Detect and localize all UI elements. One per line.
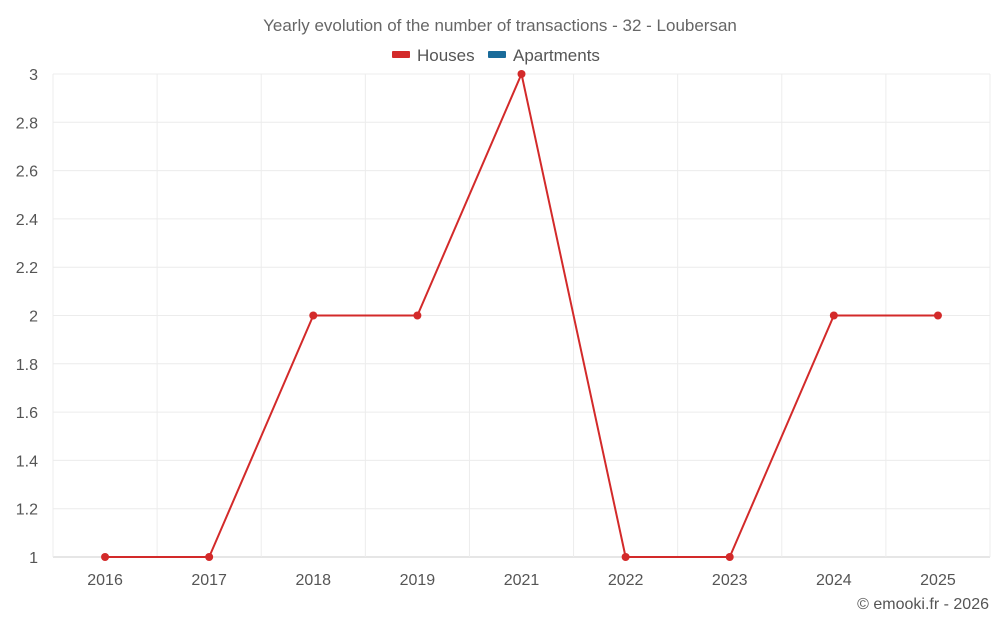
data-point-houses-2016[interactable] [101, 553, 110, 561]
y-tick-label: 2 [29, 309, 38, 326]
y-tick-label: 1.2 [16, 502, 38, 519]
y-tick-label: 2.8 [16, 115, 38, 132]
series-houses [101, 70, 942, 561]
data-point-houses-2018[interactable] [309, 311, 318, 320]
y-tick-label: 1 [29, 550, 38, 567]
data-point-houses-2019[interactable] [413, 311, 422, 320]
y-tick-label: 2.6 [16, 164, 38, 181]
data-point-houses-2021[interactable] [517, 70, 526, 78]
legend-item-apartments[interactable]: Apartments [488, 46, 600, 65]
credit-text: © emooki.fr - 2026 [857, 596, 989, 613]
data-point-houses-2025[interactable] [933, 311, 942, 320]
x-tick-label: 2018 [295, 572, 331, 589]
legend-swatch-apartments [488, 51, 506, 58]
x-tick-label: 2016 [87, 572, 123, 589]
y-tick-label: 1.6 [16, 405, 38, 422]
x-tick-label: 2024 [816, 572, 852, 589]
y-axis-ticks: 1 1.2 1.4 1.6 1.8 2 2.2 2.4 2.6 2.8 3 [16, 67, 38, 567]
legend-label-houses: Houses [417, 46, 475, 65]
x-tick-label: 2025 [920, 572, 956, 589]
y-tick-label: 2.4 [16, 212, 38, 229]
chart-title: Yearly evolution of the number of transa… [263, 16, 737, 35]
data-point-houses-2017[interactable] [205, 553, 214, 561]
grid [52, 73, 991, 558]
x-tick-label: 2022 [608, 572, 644, 589]
y-tick-label: 2.2 [16, 260, 38, 277]
x-tick-label: 2023 [712, 572, 748, 589]
x-tick-label: 2021 [504, 572, 540, 589]
y-tick-label: 3 [29, 67, 38, 84]
legend-item-houses[interactable]: Houses [392, 46, 475, 65]
data-point-houses-2023[interactable] [725, 553, 734, 561]
x-tick-label: 2017 [191, 572, 227, 589]
data-point-houses-2022[interactable] [621, 553, 630, 561]
x-tick-label: 2019 [400, 572, 436, 589]
y-tick-label: 1.4 [16, 453, 38, 470]
legend: Houses Apartments [392, 46, 600, 65]
legend-label-apartments: Apartments [513, 46, 600, 65]
x-axis-ticks: 2016 2017 2018 2019 2021 2022 2023 2024 2025 [87, 572, 956, 589]
legend-swatch-houses [392, 51, 410, 58]
y-tick-label: 1.8 [16, 357, 38, 374]
data-point-houses-2024[interactable] [829, 311, 838, 320]
